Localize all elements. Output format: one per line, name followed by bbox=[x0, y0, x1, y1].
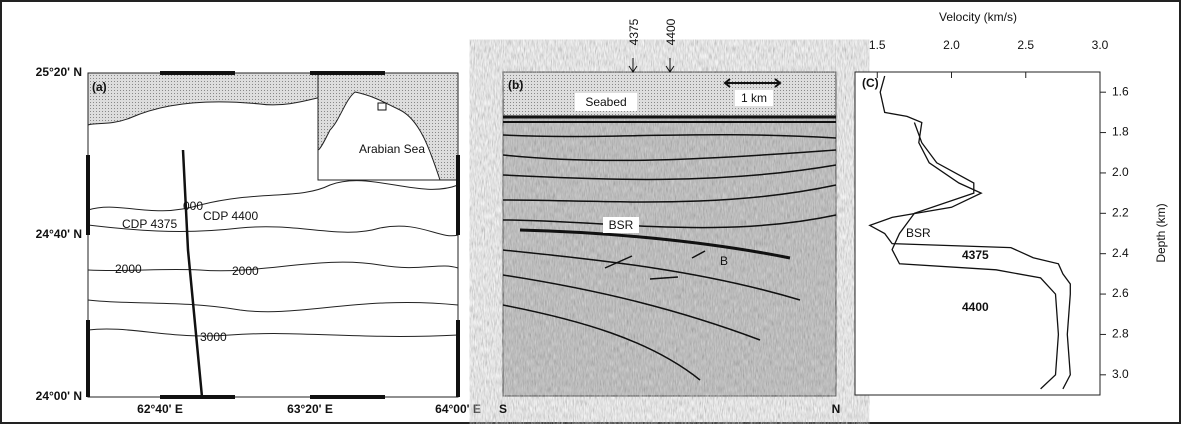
velocity-curve bbox=[891, 122, 1060, 390]
cdp-arrows bbox=[628, 58, 675, 73]
bsr-label: BSR bbox=[609, 218, 634, 232]
plot-frame bbox=[854, 71, 1101, 396]
lat-label: 25°20' N bbox=[36, 65, 82, 79]
cdp-label: 4400 bbox=[664, 18, 678, 45]
seabed-label: Seabed bbox=[585, 95, 626, 109]
frame-ticks bbox=[86, 71, 460, 399]
y-tick-label: 1.8 bbox=[1112, 125, 1129, 139]
label-bg bbox=[735, 90, 773, 106]
label-bg bbox=[603, 217, 639, 233]
contour bbox=[87, 224, 459, 237]
scale-bar bbox=[723, 78, 782, 88]
cdp-label: 4375 bbox=[627, 18, 641, 45]
y-tick-label: 2.8 bbox=[1112, 327, 1129, 341]
series-label: 4400 bbox=[962, 300, 989, 314]
panel-label: (C) bbox=[862, 76, 879, 90]
panel-label: (b) bbox=[508, 78, 523, 92]
seismic-track bbox=[181, 149, 204, 398]
lon-label: 62°40' E bbox=[137, 402, 183, 416]
end-label: S bbox=[499, 402, 507, 416]
y-tick-label: 3.0 bbox=[1112, 367, 1129, 381]
series-label: 4375 bbox=[962, 248, 989, 262]
y-tick-label: 2.4 bbox=[1112, 246, 1129, 260]
contour-label: 2000 bbox=[115, 262, 142, 276]
water-column bbox=[504, 73, 835, 115]
lat-label: 24°40' N bbox=[36, 227, 82, 241]
annotation: BSR bbox=[906, 226, 931, 240]
panel-c: Velocity (km/s) Depth (km) (C) BSR bbox=[854, 10, 1168, 396]
cdp-label: CDP 4400 bbox=[203, 209, 258, 223]
seismic-noise bbox=[503, 72, 836, 396]
panel-b: 4375 4400 Seabed (b) 1 km BSR B S N bbox=[499, 18, 840, 416]
reflectors bbox=[502, 115, 837, 381]
inset-box bbox=[377, 102, 387, 111]
y-tick-label: 2.6 bbox=[1112, 286, 1129, 300]
contour bbox=[87, 299, 459, 313]
lon-label: 63°20' E bbox=[287, 402, 333, 416]
contour bbox=[87, 261, 459, 272]
end-label: N bbox=[832, 402, 841, 416]
y-tick-label: 2.2 bbox=[1112, 205, 1129, 219]
x-axis-label: Velocity (km/s) bbox=[939, 10, 1017, 24]
velocity-curve bbox=[868, 75, 1071, 390]
scale-label: 1 km bbox=[741, 91, 767, 105]
contour-label: 000 bbox=[183, 199, 203, 213]
contour bbox=[87, 180, 459, 212]
contour bbox=[87, 328, 459, 337]
panel-a: (a) 25°20' N 24°40' N 24°00' N 62°40' E … bbox=[36, 65, 481, 416]
x-tick-label: 3.0 bbox=[1092, 38, 1109, 52]
inset-label: Arabian Sea bbox=[359, 142, 425, 156]
b-label: B bbox=[720, 254, 728, 268]
cdp-label: CDP 4375 bbox=[122, 217, 177, 231]
lon-label: 64°00' E bbox=[435, 402, 481, 416]
pointer-arrows bbox=[604, 250, 706, 280]
lat-label: 24°00' N bbox=[36, 389, 82, 403]
label-bg bbox=[575, 93, 637, 111]
x-tick-label: 2.5 bbox=[1017, 38, 1034, 52]
panel-label: (a) bbox=[92, 80, 107, 94]
x-tick-label: 2.0 bbox=[943, 38, 960, 52]
inset-land bbox=[317, 72, 459, 181]
y-axis-label: Depth (km) bbox=[1154, 203, 1168, 262]
contour-label: 3000 bbox=[200, 330, 227, 344]
y-tick-label: 1.6 bbox=[1112, 84, 1129, 98]
x-tick-label: 1.5 bbox=[869, 38, 886, 52]
y-tick-label: 2.0 bbox=[1112, 165, 1129, 179]
contour-label: 2000 bbox=[232, 264, 259, 278]
